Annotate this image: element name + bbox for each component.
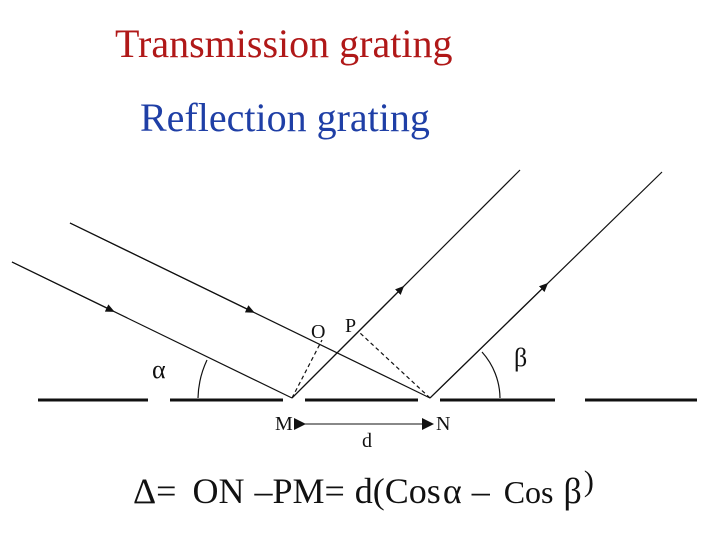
- label-alpha: α: [152, 355, 166, 384]
- diffracted-ray-2-arrow: [429, 282, 549, 399]
- incident-ray-1-arrow: [11, 261, 115, 312]
- incident-ray-2-arrow: [69, 222, 255, 313]
- diffracted-ray-1-arrow: [291, 285, 405, 399]
- beta-arc: [481, 351, 501, 399]
- title-transmission-grating: Transmission grating: [115, 21, 453, 66]
- formula-delta: Δ=: [133, 471, 177, 511]
- formula-d-cos: d(Cos: [354, 471, 441, 511]
- label-O: O: [311, 321, 325, 343]
- dashed-line-NP: [359, 332, 431, 399]
- dashed-line-MO: [291, 339, 323, 399]
- formula-close-paren: ): [583, 465, 594, 498]
- label-M: M: [275, 413, 293, 435]
- formula-minus: –: [471, 471, 490, 511]
- label-N: N: [436, 413, 450, 435]
- alpha-arc: [197, 359, 208, 399]
- formula-alpha: α: [442, 471, 462, 511]
- formula-on: ON: [192, 471, 245, 511]
- formula-cos: Cos: [503, 474, 554, 510]
- label-P: P: [345, 315, 356, 337]
- label-d: d: [362, 430, 372, 452]
- label-beta: β: [514, 343, 527, 372]
- formula-beta: β: [563, 471, 582, 511]
- path-difference-formula: Δ= ON –PM= d(Cos α – Cos β ): [133, 465, 594, 512]
- formula-minus-pm: –PM=: [254, 471, 345, 511]
- title-reflection-grating: Reflection grating: [140, 95, 430, 140]
